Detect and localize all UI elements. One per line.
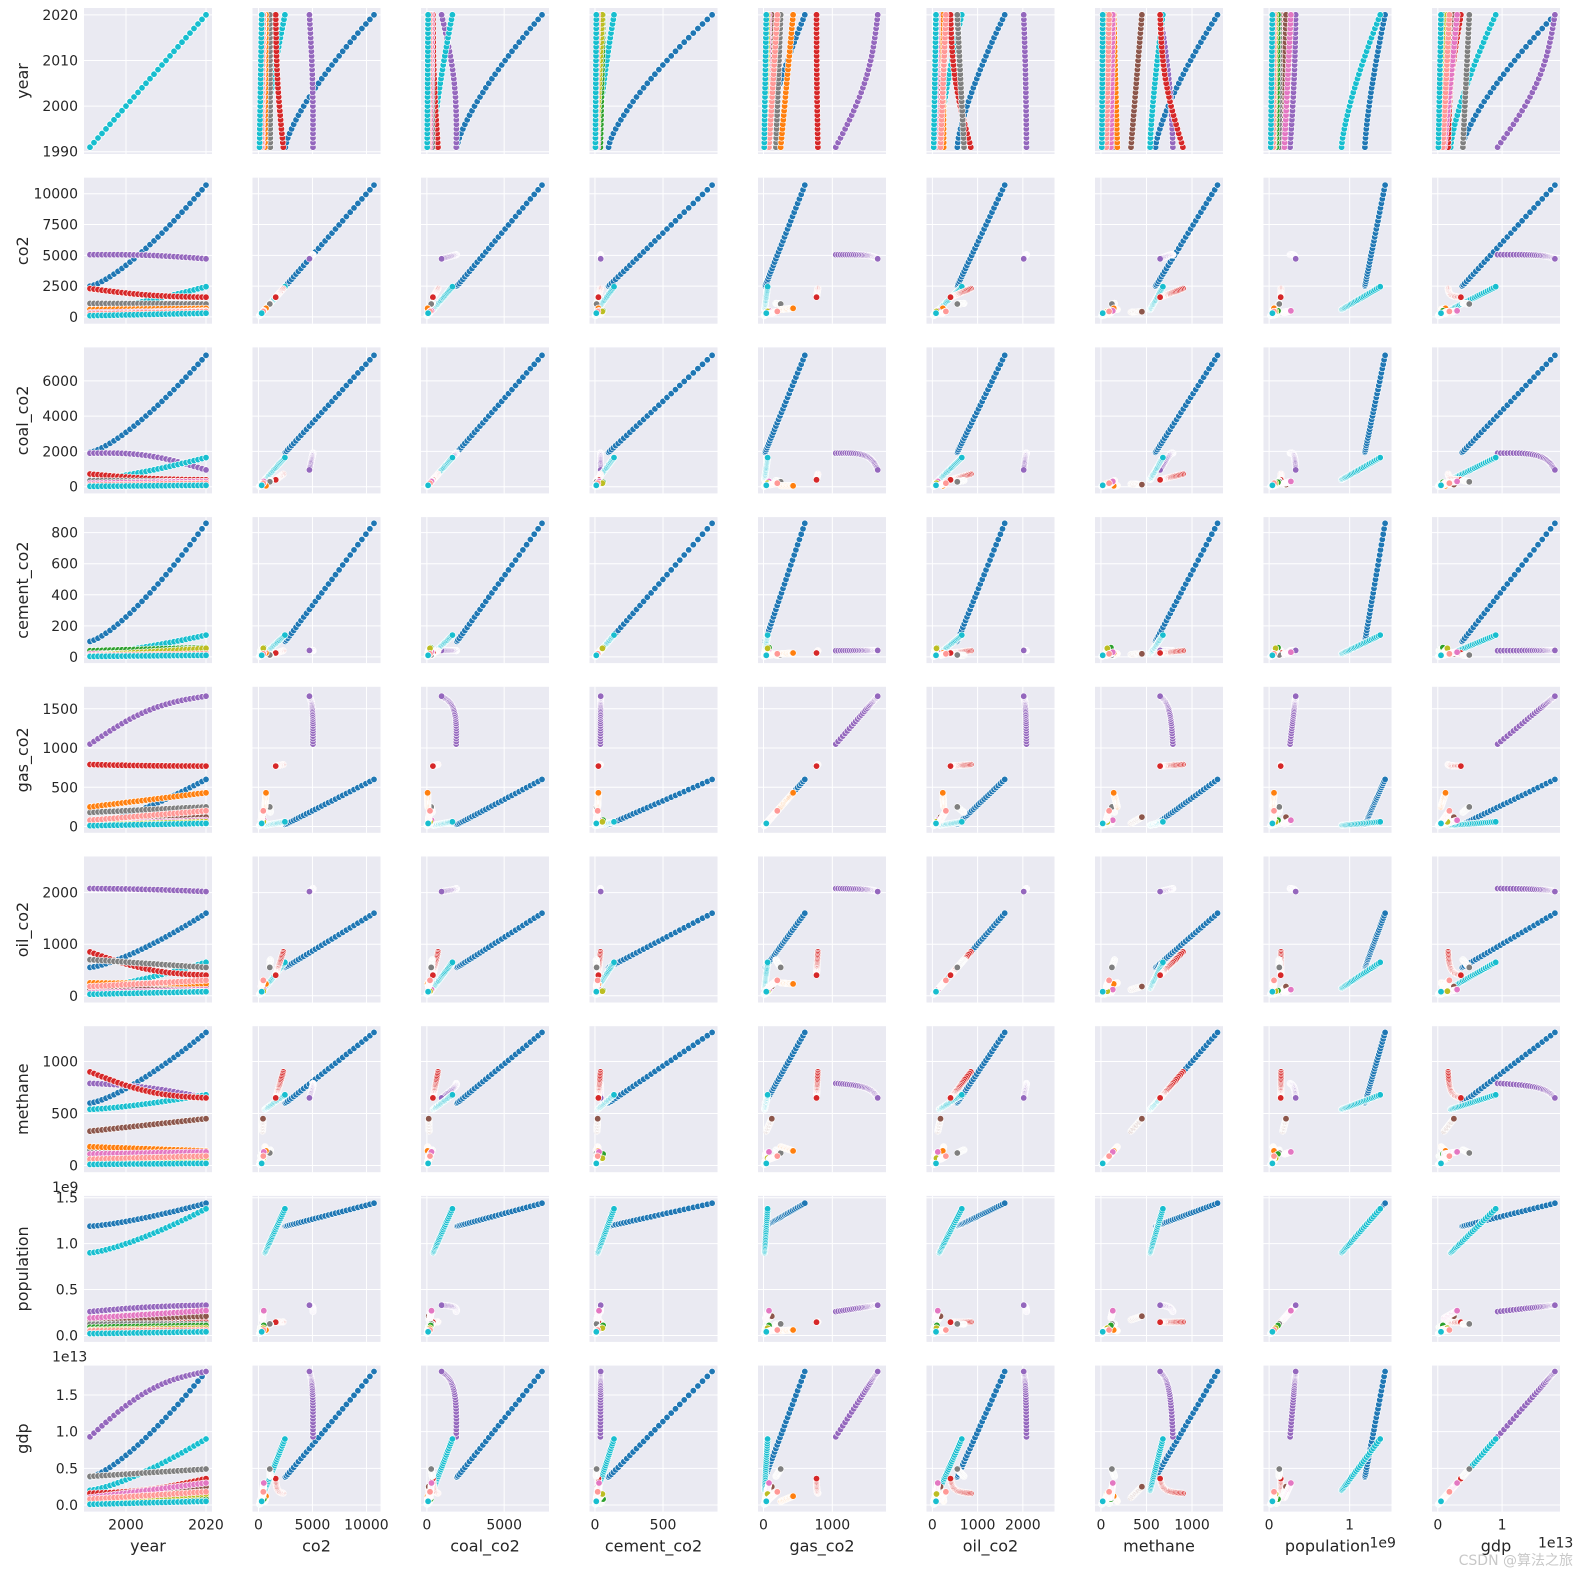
data-point — [774, 12, 780, 18]
subplot-year-vs-gas_co2 — [758, 8, 886, 154]
data-point — [1139, 12, 1145, 18]
y-tick-label: 2020 — [42, 8, 78, 24]
data-point — [875, 12, 881, 18]
data-point — [1100, 12, 1106, 18]
data-point — [259, 12, 265, 18]
data-point — [1106, 12, 1112, 18]
data-point — [371, 12, 377, 18]
data-point — [306, 12, 312, 18]
data-point — [539, 12, 545, 18]
data-point — [611, 12, 617, 18]
data-point — [282, 12, 288, 18]
data-point — [1002, 12, 1008, 18]
data-point — [1269, 12, 1275, 18]
data-point — [203, 12, 209, 18]
data-point — [1214, 12, 1220, 18]
data-point — [449, 12, 455, 18]
subplot-year-vs-year — [84, 8, 212, 154]
y-tick-label: 2000 — [42, 99, 78, 115]
data-point — [709, 12, 715, 18]
y-tick-label: 2010 — [42, 53, 78, 69]
data-point — [438, 12, 444, 18]
data-point — [813, 12, 819, 18]
subplot-year-vs-co2 — [253, 8, 381, 154]
subplot-year-vs-methane — [1095, 8, 1223, 154]
data-point — [943, 12, 949, 18]
data-point — [763, 12, 769, 18]
data-point — [790, 12, 796, 18]
subplot-year-vs-oil_co2 — [927, 8, 1055, 154]
data-point — [933, 12, 939, 18]
data-point — [1377, 12, 1383, 18]
y-tick-label: 1990 — [42, 145, 78, 161]
data-point — [1157, 12, 1163, 18]
data-point — [954, 12, 960, 18]
subplot-year-vs-population — [1264, 8, 1392, 154]
subplot-year-vs-coal_co2 — [421, 8, 549, 154]
subplot-year-vs-gdp — [1432, 8, 1560, 154]
y-axis-label: year — [13, 63, 32, 99]
data-point — [1288, 12, 1294, 18]
data-point — [1552, 12, 1558, 18]
data-point — [273, 12, 279, 18]
subplot-year-vs-cement_co2 — [590, 8, 718, 154]
data-point — [1021, 12, 1027, 18]
data-point — [425, 12, 431, 18]
data-point — [802, 12, 808, 18]
data-point — [593, 12, 599, 18]
